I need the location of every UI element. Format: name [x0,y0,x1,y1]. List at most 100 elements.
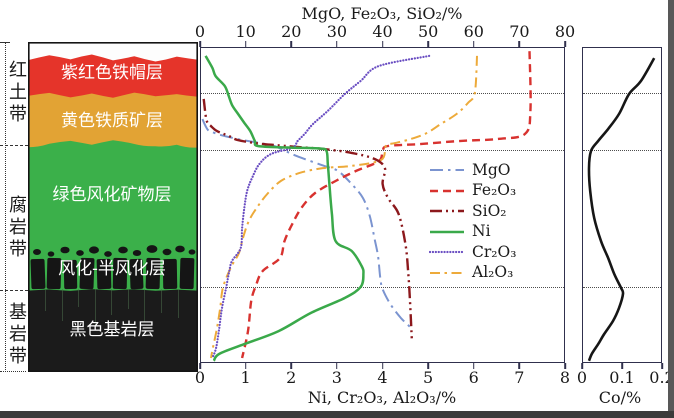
weathered-block [179,257,195,290]
legend-line-Fe2O3 [430,189,464,192]
zone-strip-top-tick [0,42,10,43]
bottom-axis-tick-label: 1 [240,368,251,387]
weathering-dot [33,249,41,255]
weathering-dot [162,248,172,256]
legend: MgO Fe₂O₃ SiO₂ Ni Cr₂O₃ Al₂O₃ [429,160,516,283]
zone-label-saprolite: 腐岩带 [6,195,27,261]
top-axis-tick [381,41,384,47]
bottom-axis-tick [290,363,293,369]
top-axis-tick [564,41,566,47]
layer-label-iron-cap: 紫红色铁帽层 [61,63,163,83]
zone-divider-laterite-saprolite [0,145,28,146]
co-axis-tick [621,363,623,369]
co-curve-svg [587,57,656,362]
top-axis-tick-label: 10 [235,22,256,41]
co-axis-tick-label: 0.2 [649,368,674,387]
top-axis-tick-label: 40 [372,22,393,41]
zone-divider-saprolite-bedrock [0,290,28,291]
curve-Fe2O3 [240,51,532,359]
zone-boundary-gridline [583,150,661,152]
top-axis-tick [427,41,429,47]
weathered-block [145,257,161,290]
legend-label-Fe2O3: Fe₂O₃ [472,181,517,199]
weathering-dot [188,249,196,255]
top-axis-tick-label: 0 [194,22,206,41]
co-axis-tick-label: 0 [576,368,588,387]
top-axis-tick [244,41,247,47]
main-bottom-axis-title: Ni, Cr₂O₃, Al₂O₃/% [307,388,457,407]
top-axis-tick-label: 30 [326,22,348,41]
legend-item-Al2O3: Al₂O₃ [429,263,516,284]
bottom-axis-tick-label: 0 [194,368,206,387]
zone-strip-bottom-tick [0,371,26,372]
bottom-axis-tick [244,363,247,369]
weathering-dot [60,246,70,254]
legend-label-MgO: MgO [472,160,511,179]
top-axis-tick-label: 60 [463,22,484,41]
legend-item-MgO: MgO [429,160,516,181]
bottom-axis-tick-label: 7 [514,368,525,387]
weathering-dot [89,246,99,254]
weathering-dot [76,250,84,256]
layer-black-bedrock [28,289,198,372]
top-axis-tick-label: 80 [554,22,576,41]
column-border [28,42,198,372]
bottom-axis-tick [427,363,429,369]
bottom-axis-tick [472,363,475,369]
weathering-dot [175,245,185,253]
zone-label-bedrock: 基岩带 [6,302,27,368]
legend-line-Al2O3 [430,271,464,274]
bottom-axis-tick [518,363,521,369]
legend-label-Ni: Ni [472,222,491,240]
zone-strip-axis-line [5,42,6,372]
legend-item-SiO2: SiO₂ [429,201,516,222]
top-axis-tick-label: 20 [281,22,302,41]
layer-label-weathered-semiweathered: 风化-半风化层 [58,259,166,279]
legend-item-Cr2O3: Cr₂O₃ [429,242,516,263]
weathering-dot [132,250,142,256]
curve-Al2O3 [210,55,478,359]
bottom-axis-tick-label: 3 [331,368,342,387]
top-axis-tick [518,41,521,47]
legend-label-Al2O3: Al₂O₃ [472,263,514,281]
zone-boundary-gridline [201,150,564,152]
co-axis-title: Co/% [598,388,642,407]
zone-boundary-gridline [201,286,564,288]
top-axis-tick-label: 50 [417,22,439,41]
bottom-axis-tick [381,363,384,369]
weathered-block [79,257,95,290]
legend-line-SiO2 [430,210,464,213]
bottom-axis-tick-label: 2 [286,368,297,387]
curve-Co [587,57,656,362]
layer-label-black-bedrock: 黑色基岩层 [70,320,155,340]
weathered-block [129,258,144,290]
legend-line-Ni [430,230,464,233]
bottom-axis-tick-label: 8 [559,368,571,387]
weathered-block [96,258,112,290]
top-axis-tick-label: 70 [509,22,530,41]
zone-boundary-gridline [201,93,564,95]
legend-item-Ni: Ni [429,222,516,243]
legend-label-SiO2: SiO₂ [472,201,507,220]
bottom-axis-tick [336,363,338,369]
top-axis-tick [290,41,293,47]
main-plot: MgO Fe₂O₃ SiO₂ Ni Cr₂O₃ Al₂O₃ [200,47,565,363]
zone-label-laterite: 红土带 [6,60,27,126]
co-axis-tick-label: 0.1 [609,368,635,387]
co-plot [582,47,662,363]
bottom-axis-tick [564,363,566,369]
figure-bottom-border [0,411,674,418]
legend-line-MgO [430,169,464,172]
top-axis-tick [336,41,338,47]
legend-label-Cr2O3: Cr₂O₃ [472,242,517,261]
main-top-axis-title: MgO, Fe₂O₃, SiO₂/% [301,4,463,23]
weathered-block [46,257,62,290]
weathered-block [30,258,46,290]
bottom-axis-tick-label: 4 [377,368,388,387]
layer-label-green-weathered: 绿色风化矿物层 [53,185,172,205]
main-curves-svg [201,51,532,362]
co-axis-tick [661,363,663,369]
weathered-block [63,259,78,290]
